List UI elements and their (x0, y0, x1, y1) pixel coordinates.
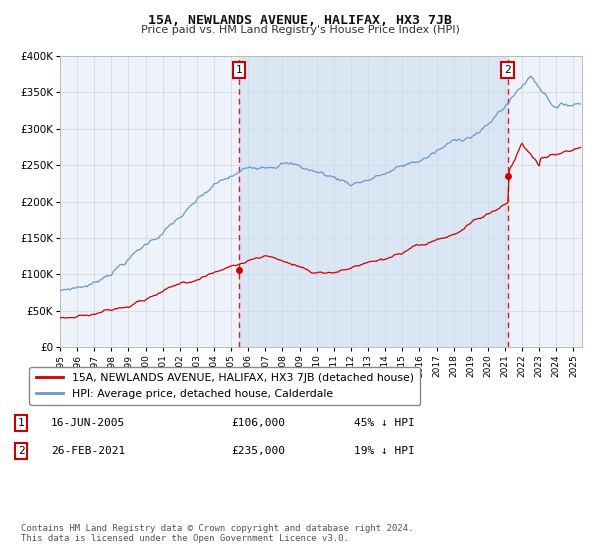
Text: 2: 2 (17, 446, 25, 456)
Bar (239, 56, 508, 347)
Text: £106,000: £106,000 (231, 418, 285, 428)
Text: £235,000: £235,000 (231, 446, 285, 456)
Text: 1: 1 (17, 418, 25, 428)
Text: Price paid vs. HM Land Registry's House Price Index (HPI): Price paid vs. HM Land Registry's House … (140, 25, 460, 35)
Text: 26-FEB-2021: 26-FEB-2021 (51, 446, 125, 456)
Text: Contains HM Land Registry data © Crown copyright and database right 2024.
This d: Contains HM Land Registry data © Crown c… (21, 524, 413, 543)
Text: 19% ↓ HPI: 19% ↓ HPI (354, 446, 415, 456)
Text: 1: 1 (236, 65, 242, 74)
Text: 16-JUN-2005: 16-JUN-2005 (51, 418, 125, 428)
Text: 2: 2 (504, 65, 511, 74)
Text: 45% ↓ HPI: 45% ↓ HPI (354, 418, 415, 428)
Text: 15A, NEWLANDS AVENUE, HALIFAX, HX3 7JB: 15A, NEWLANDS AVENUE, HALIFAX, HX3 7JB (148, 14, 452, 27)
Legend: 15A, NEWLANDS AVENUE, HALIFAX, HX3 7JB (detached house), HPI: Average price, det: 15A, NEWLANDS AVENUE, HALIFAX, HX3 7JB (… (29, 367, 420, 405)
